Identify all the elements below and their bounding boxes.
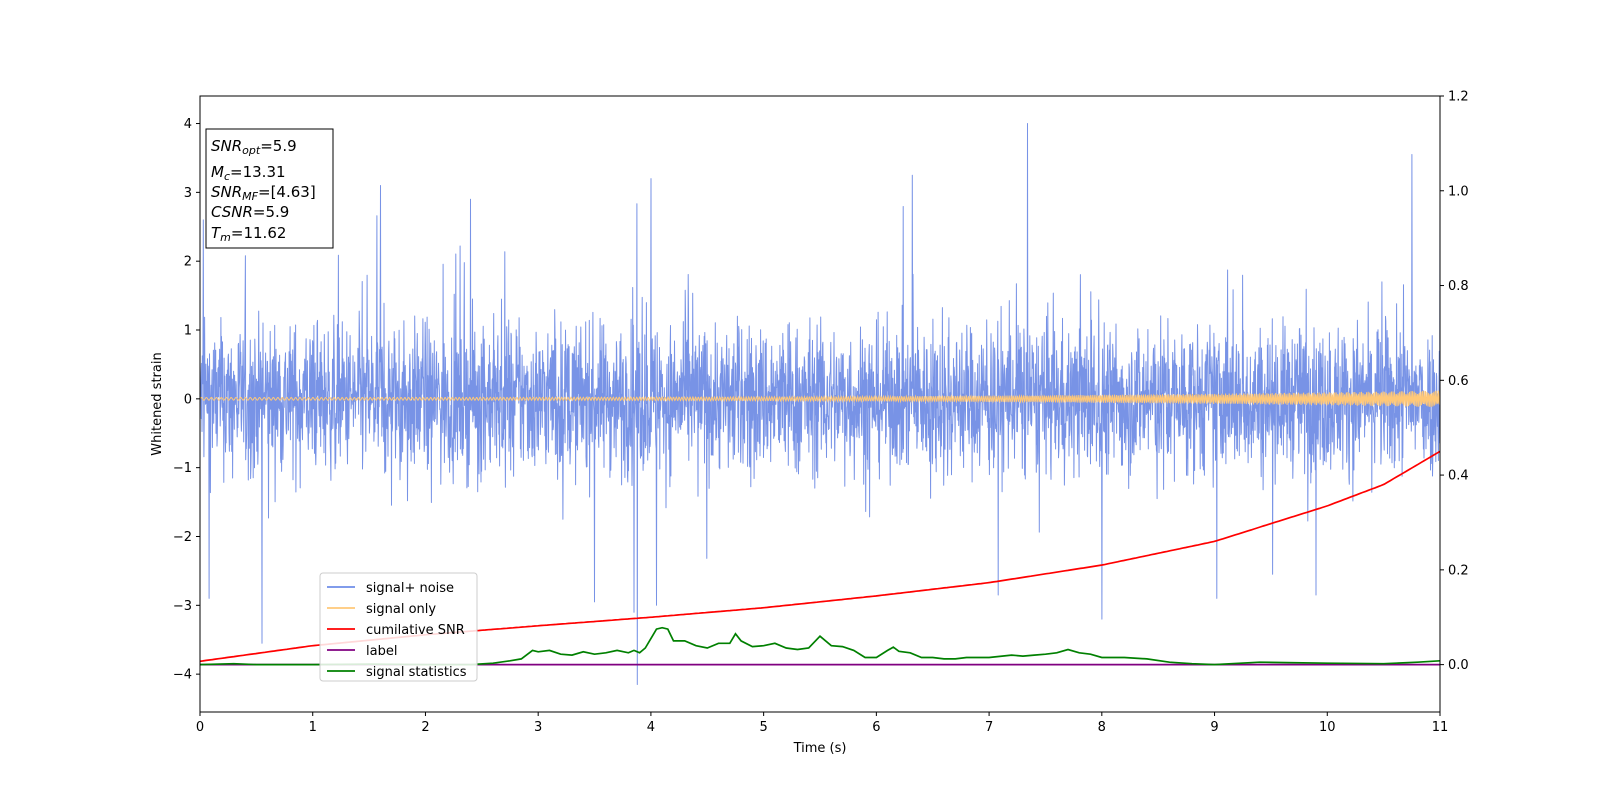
legend-label: cumilative SNR: [366, 623, 465, 638]
y-tick-label: −2: [173, 530, 192, 545]
x-tick-label: 1: [309, 720, 317, 735]
y2-axis-ticks: 0.0 0.2 0.4 0.6 0.8 1.0 1.2: [1440, 90, 1469, 673]
y-axis-ticks: −4 −3 −2 −1 0 1 2 3 4: [173, 117, 200, 683]
y-tick-label: −1: [173, 461, 192, 476]
x-tick-label: 0: [196, 720, 204, 735]
y-tick-label: 2: [184, 255, 192, 270]
x-axis-label: Time (s): [793, 741, 847, 756]
info-box: SNRopt=5.9 Mc=13.31 SNRMF=[4.63] CSNR=5.…: [205, 128, 334, 249]
series-signal-noise-line: [200, 123, 1440, 685]
y2-tick-label: 0.4: [1448, 469, 1469, 484]
y-tick-label: 0: [184, 392, 192, 407]
series-signal-statistics-line: [200, 626, 1440, 666]
y2-tick-label: 0.6: [1448, 374, 1469, 389]
y2-tick-label: 1.0: [1448, 184, 1469, 199]
y-tick-label: 4: [184, 117, 192, 132]
x-tick-label: 6: [872, 720, 880, 735]
legend-label: signal statistics: [366, 665, 467, 680]
series-signal-only-line: [200, 390, 1440, 407]
x-tick-label: 9: [1210, 720, 1218, 735]
info-tm: Tm=11.62: [211, 224, 286, 244]
legend-label: label: [366, 644, 397, 659]
y2-tick-label: 0.0: [1448, 658, 1469, 673]
legend-label: signal+ noise: [366, 581, 454, 596]
legend-label: signal only: [366, 602, 436, 617]
x-tick-label: 4: [647, 720, 655, 735]
info-csnr: CSNR=5.9: [211, 203, 289, 221]
y2-tick-label: 0.8: [1448, 279, 1469, 294]
x-tick-label: 8: [1098, 720, 1106, 735]
axes-frame: [199, 95, 1441, 713]
y-tick-label: 3: [184, 186, 192, 201]
x-tick-label: 3: [534, 720, 542, 735]
y2-tick-label: 0.2: [1448, 563, 1469, 578]
legend: signal+ noise signal only cumilative SNR la…: [319, 572, 478, 682]
y-tick-label: −3: [173, 599, 192, 614]
legend-frame: [319, 572, 478, 682]
x-tick-label: 10: [1319, 720, 1336, 735]
info-mc: Mc=13.31: [211, 163, 286, 183]
y-tick-label: −4: [173, 668, 192, 683]
y-tick-label: 1: [184, 324, 192, 339]
x-tick-label: 2: [421, 720, 429, 735]
info-box-frame: [205, 128, 334, 249]
y2-tick-label: 1.2: [1448, 90, 1469, 105]
x-tick-label: 5: [759, 720, 767, 735]
x-tick-label: 11: [1432, 720, 1449, 735]
x-axis-ticks: 0 1 2 3 4 5 6 7 8 9 10 11: [196, 712, 1448, 735]
y-axis-label: Whitened strain: [150, 352, 165, 455]
x-tick-label: 7: [985, 720, 993, 735]
info-snr-opt: SNRopt=5.9: [211, 137, 297, 157]
info-snr-mf: SNRMF=[4.63]: [211, 183, 316, 203]
